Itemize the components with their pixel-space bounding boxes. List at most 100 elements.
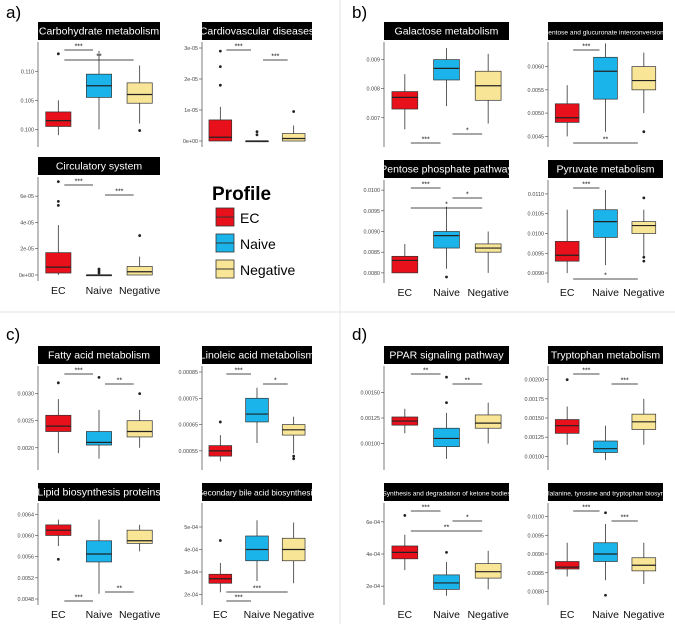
significance-label: * [604,273,607,280]
x-tick-label: Negative [467,287,509,299]
box-negative [631,542,657,584]
outlier-point [292,454,296,458]
panel-title-strip [548,160,663,178]
y-tick-label: 0.00055 [179,449,199,455]
significance-label: ** [117,586,123,593]
legend: Profile EC Naive Negative [212,184,295,279]
legend-title: Profile [212,184,271,205]
significance-label: ** [603,137,609,144]
y-tick-label: 0e+00 [19,273,34,279]
panel-title: Cardiovascular diseases [200,26,314,38]
outlier-point [642,196,646,200]
x-tick-label: EC [398,287,413,299]
box-naive [245,130,269,143]
outlier-point [604,511,607,515]
x-tick-label: Negative [119,285,161,297]
y-tick-label: 0.007 [367,116,381,122]
panel-title: Synthesis and degradation of ketone bodi… [382,491,511,498]
x-tick-label: Negative [119,609,161,621]
boxplot-panel: Pyruvate metabolism 0.0090 0.0095 0.0100 0.0… [528,160,665,299]
outlier-point [56,180,60,184]
y-tick-label: 0.0085 [528,571,545,577]
significance-label: * [466,192,469,199]
panel-title-strip [202,22,312,40]
boxplot-panel: Lipid biosynthesis proteins 0.0048 0.0052 0… [18,483,161,621]
legend-item-naive: Naive [240,236,276,252]
box-naive [593,43,618,132]
significance-label: ** [117,378,123,385]
box-ec [208,420,233,462]
boxplot-panel: Phenylalanine, tyrosine and tryptophan b… [528,483,675,621]
outlier-point [255,130,259,134]
box-ec [45,52,72,136]
y-tick-label: 2e-05 [20,247,34,253]
box-ec [391,74,419,130]
significance-label: * [466,515,469,522]
x-tick-label: Naive [433,287,460,299]
y-tick-label: 3e-05 [184,46,198,52]
panel-title-strip [38,22,160,40]
y-tick-label: 0.0025 [18,419,35,425]
panel-title-strip [202,483,312,501]
section-label-c: c) [6,325,20,344]
panel-title: Phenylalanine, tyrosine and tryptophan b… [529,491,675,498]
panel-title: Carbohydrate metabolism [39,26,159,38]
panel-title-strip [548,346,663,364]
boxplot-panel: Secondary bile acid biosynthesis 2e-04 3e-… [184,483,316,621]
y-tick-label: 0.100 [21,127,35,133]
box-naive [593,425,618,461]
outlier-point [97,271,101,275]
outlier-point [218,539,222,542]
y-tick-label: 0.0052 [18,576,35,582]
y-tick-label: 2e-04 [366,584,380,590]
outlier-point [403,514,407,517]
x-tick-label: EC [560,609,575,621]
outlier-point [56,200,60,203]
significance-label: *** [621,515,629,522]
y-tick-label: 0.00125 [361,416,381,422]
box-negative [126,65,153,132]
y-tick-label: 0.0095 [364,209,381,215]
y-tick-label: 0.110 [21,69,34,75]
section-label-b: b) [352,3,367,22]
y-tick-label: 2e-05 [184,77,198,83]
panel-title-strip [384,22,509,40]
outlier-point [445,375,448,379]
boxplot-panel: PPAR signaling pathway 0.00100 0.00125 0.00… [361,346,509,470]
y-tick-label: 5e-04 [184,525,198,531]
box-naive [433,375,460,459]
outlier-point [255,133,259,137]
box-naive [593,189,618,266]
x-tick-label: EC [51,285,66,297]
significance-label: * [274,378,277,385]
box-ec [391,408,419,434]
y-tick-label: 0.0045 [528,134,545,140]
outlier-point [218,420,222,424]
box-negative [474,53,502,124]
panel-title: Lipid biosynthesis proteins [37,487,160,499]
significance-label: *** [75,595,83,602]
y-tick-label: 0.0090 [364,230,381,236]
y-tick-label: 4e-05 [20,220,34,226]
box-naive [86,376,112,459]
significance-label: *** [621,378,629,385]
y-tick-label: 6e-04 [366,520,380,526]
box-naive [433,48,460,107]
y-tick-label: 0.0030 [18,392,35,398]
outlier-point [642,255,646,259]
panel-title-strip [548,22,663,40]
x-tick-label: Naive [433,609,460,621]
y-tick-label: 0.008 [367,87,381,93]
box-negative [474,231,502,273]
panel-title-strip [384,160,509,178]
box-negative [126,392,153,448]
y-tick-label: 0e+00 [183,139,198,145]
y-tick-label: 0.0105 [528,212,545,218]
x-tick-label: Naive [592,287,619,299]
significance-label: *** [582,505,590,512]
outlier-point [218,83,222,87]
significance-label: ** [444,525,450,532]
significance-label: *** [235,595,243,602]
x-tick-label: Naive [592,609,619,621]
